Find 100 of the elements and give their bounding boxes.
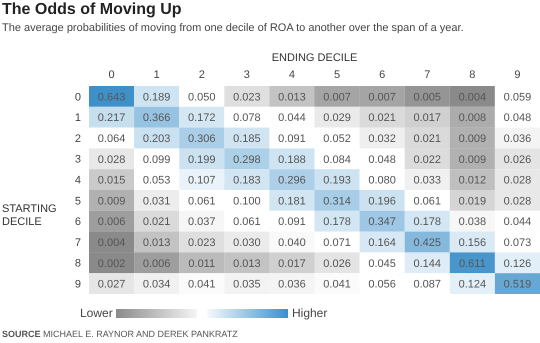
x-tick-label: 6	[379, 69, 386, 81]
y-tick-label: 8	[74, 258, 81, 270]
data-label: 0.306	[188, 133, 216, 145]
y-tick-label: 9	[74, 278, 81, 291]
data-label: 0.028	[504, 174, 532, 187]
data-label: 0.296	[278, 174, 306, 187]
data-label: 0.164	[368, 237, 396, 249]
data-label: 0.036	[278, 278, 306, 291]
data-label: 0.007	[323, 91, 351, 104]
data-label: 0.080	[368, 174, 396, 187]
data-label: 0.084	[323, 154, 351, 166]
data-label: 0.056	[368, 278, 396, 291]
data-label: 0.073	[504, 237, 532, 249]
y-tick-label: 6	[74, 216, 81, 228]
data-label: 0.009	[98, 195, 126, 208]
data-label: 0.013	[142, 237, 170, 249]
x-tick-label: 8	[469, 69, 476, 81]
data-label: 0.078	[233, 112, 261, 124]
data-label: 0.008	[458, 112, 486, 124]
data-label: 0.041	[188, 278, 216, 291]
chart-title: The Odds of Moving Up	[2, 1, 182, 19]
data-label: 0.181	[278, 195, 306, 208]
data-label: 0.059	[504, 91, 532, 104]
data-label: 0.021	[413, 133, 442, 145]
data-label: 0.064	[98, 133, 126, 145]
data-label: 0.124	[458, 278, 486, 291]
data-label: 0.061	[233, 216, 261, 228]
x-tick-label: 5	[334, 69, 340, 81]
data-label: 0.029	[323, 112, 351, 124]
data-label: 0.006	[142, 258, 170, 270]
y-tick-label: 3	[74, 154, 81, 166]
data-label: 0.178	[323, 216, 351, 228]
data-label: 0.021	[142, 216, 170, 228]
data-label: 0.036	[504, 133, 532, 145]
y-tick-label: 0	[74, 91, 81, 104]
data-label: 0.156	[458, 237, 486, 249]
data-label: 0.033	[413, 174, 442, 187]
data-label: 0.019	[458, 195, 486, 208]
data-label: 0.022	[413, 154, 442, 166]
data-label: 0.519	[504, 278, 532, 291]
data-label: 0.298	[233, 154, 261, 166]
y-tick-label: 7	[74, 236, 81, 249]
data-label: 0.193	[323, 174, 351, 187]
x-tick-label: 0	[108, 69, 115, 81]
data-label: 0.199	[188, 154, 216, 166]
data-label: 0.203	[142, 133, 170, 145]
data-label: 0.026	[323, 258, 351, 270]
data-label: 0.041	[323, 278, 351, 291]
x-tick-label: 1	[154, 69, 160, 81]
data-label: 0.048	[504, 112, 532, 124]
data-label: 0.030	[233, 237, 261, 249]
chart-subtitle: The average probabilities of moving from one decile of ROA to another over the span of a year.	[2, 22, 464, 34]
data-label: 0.188	[278, 154, 306, 166]
data-label: 0.189	[142, 91, 170, 104]
data-label: 0.032	[368, 133, 396, 145]
data-label: 0.185	[233, 133, 261, 145]
data-label: 0.178	[413, 216, 442, 228]
data-label: 0.183	[233, 174, 261, 187]
data-label: 0.366	[142, 112, 170, 124]
data-label: 0.038	[458, 216, 486, 228]
x-axis-title: ENDING DECILE	[270, 52, 358, 64]
data-label: 0.037	[188, 216, 216, 228]
data-label: 0.021	[368, 112, 396, 124]
data-label: 0.099	[142, 154, 170, 166]
data-label: 0.023	[233, 91, 261, 104]
data-label: 0.027	[98, 278, 126, 291]
data-label: 0.045	[368, 258, 396, 270]
data-label: 0.107	[188, 174, 216, 187]
data-label: 0.126	[504, 258, 532, 270]
x-tick-label: 3	[244, 69, 250, 81]
data-label: 0.028	[504, 195, 532, 208]
data-label: 0.009	[458, 154, 486, 166]
data-label: 0.144	[413, 258, 442, 270]
data-label: 0.028	[98, 154, 126, 166]
data-label: 0.023	[188, 237, 216, 249]
data-label: 0.091	[278, 133, 306, 145]
data-label: 0.050	[188, 91, 216, 104]
data-label: 0.611	[458, 258, 486, 270]
data-label: 0.006	[98, 216, 126, 228]
x-tick-label: 7	[424, 69, 430, 81]
data-label: 0.031	[142, 195, 170, 208]
data-label: 0.013	[278, 91, 306, 104]
y-axis-title: STARTING DECILE	[2, 203, 57, 229]
data-label: 0.347	[368, 216, 396, 228]
data-label: 0.314	[323, 195, 351, 208]
data-label: 0.196	[368, 195, 396, 208]
source-note: SOURCE MICHAEL E. RAYNOR AND DEREK PANKRATZ	[2, 329, 238, 339]
x-tick-label: 9	[514, 69, 521, 81]
data-label: 0.015	[98, 174, 126, 187]
data-label: 0.011	[188, 258, 216, 270]
data-label: 0.061	[188, 195, 216, 208]
y-tick-label: 1	[74, 112, 81, 124]
data-label: 0.009	[458, 133, 486, 145]
data-label: 0.044	[278, 112, 306, 124]
data-label: 0.040	[278, 237, 306, 249]
data-label: 0.044	[504, 216, 532, 228]
data-label: 0.091	[278, 216, 306, 228]
data-label: 0.643	[98, 91, 126, 104]
data-label: 0.100	[233, 195, 261, 208]
data-label: 0.052	[323, 133, 351, 145]
